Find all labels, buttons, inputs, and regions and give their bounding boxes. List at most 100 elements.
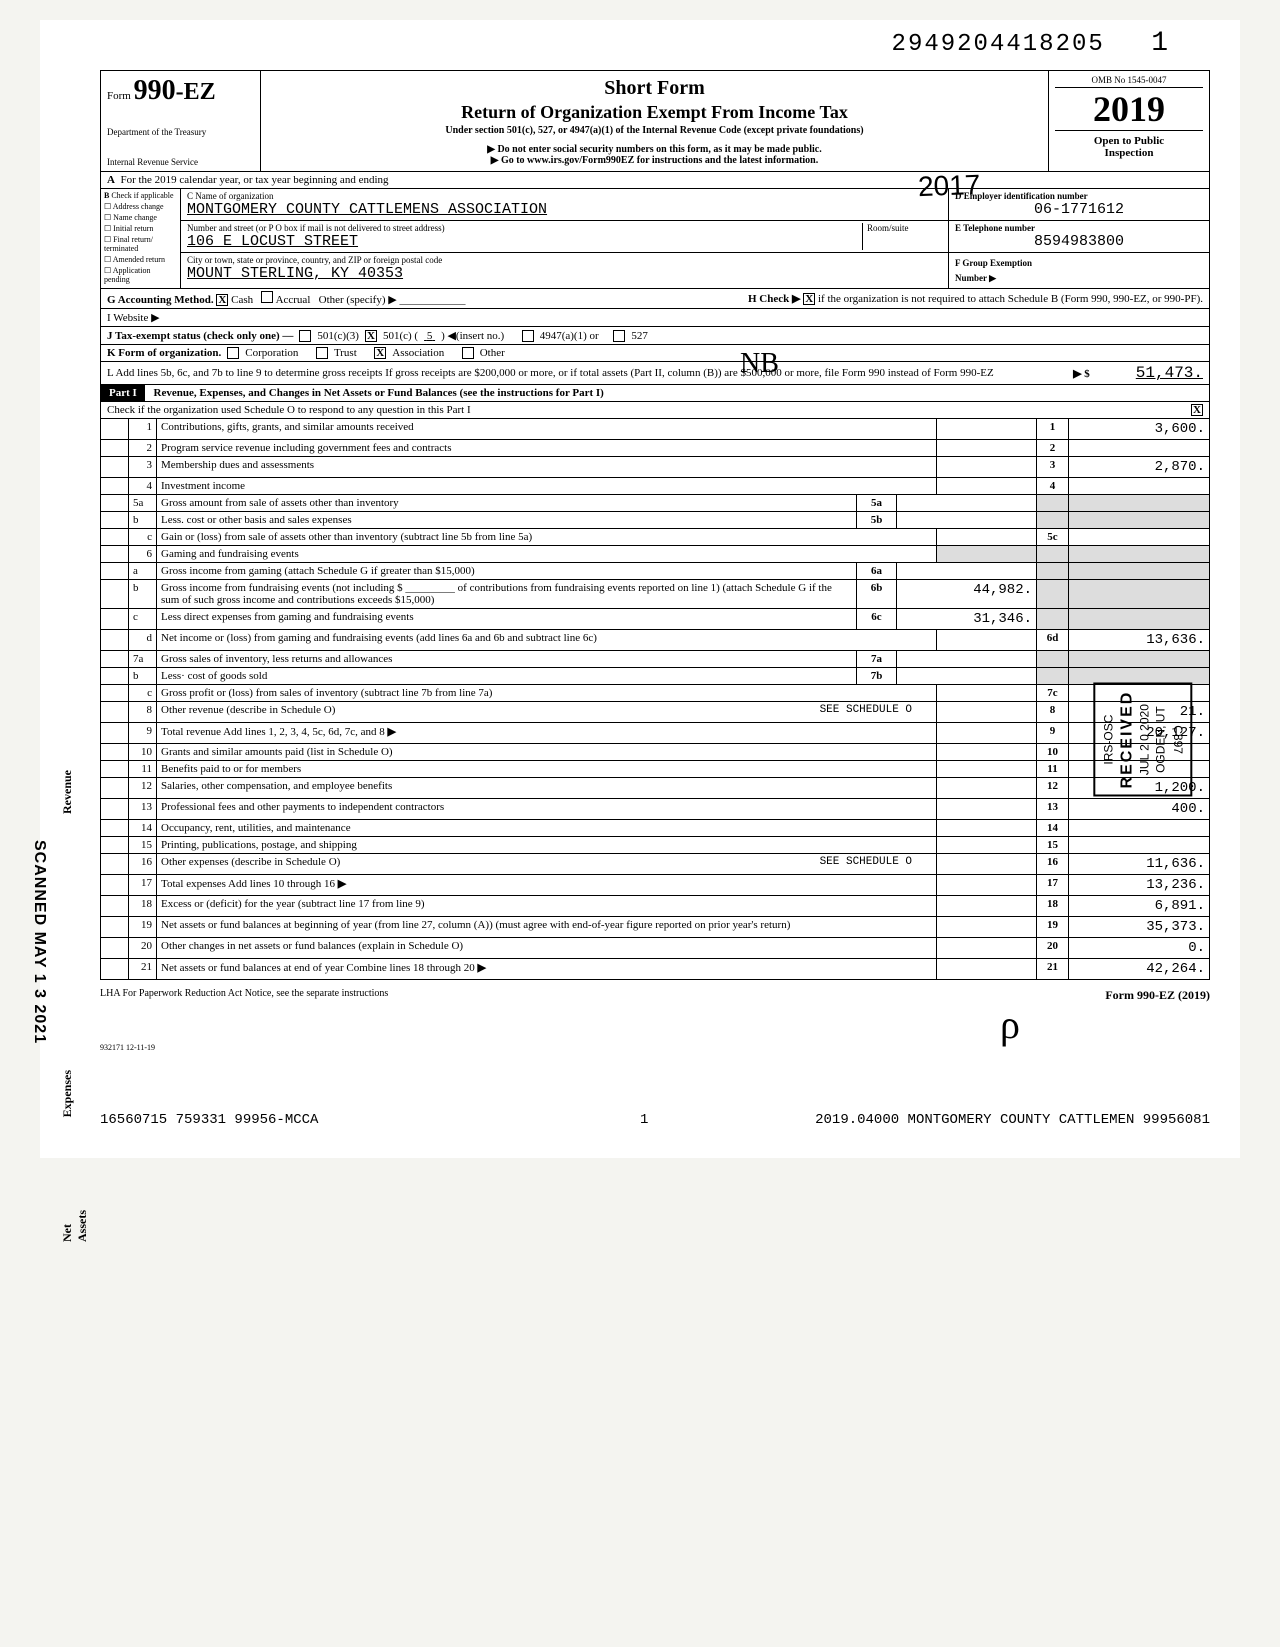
dln-number: 2949204418205 xyxy=(892,31,1105,58)
line-19: 19 Net assets or fund balances at beginn… xyxy=(100,917,1210,938)
line-6c: c Less direct expenses from gaming and f… xyxy=(100,609,1210,630)
line-12: 12 Salaries, other compensation, and emp… xyxy=(100,778,1210,799)
line-2: 2 Program service revenue including gove… xyxy=(100,440,1210,457)
line-13: 13 Professional fees and other payments … xyxy=(100,799,1210,820)
footer: LHA For Paperwork Reduction Act Notice, … xyxy=(100,988,1210,1003)
phone: 8594983800 xyxy=(955,233,1203,250)
name-column: C Name of organization MONTGOMERY COUNTY… xyxy=(181,189,949,288)
line-6d: d Net income or (loss) from gaming and f… xyxy=(100,630,1210,651)
expenses-label: Expenses xyxy=(60,1070,75,1117)
bottom-right: 2019.04000 MONTGOMERY COUNTY CATTLEMEN 9… xyxy=(815,1112,1210,1128)
city: MOUNT STERLING, KY 40353 xyxy=(187,265,942,282)
line-6: 6Gaming and fundraising events xyxy=(100,546,1210,563)
c-label: C Name of organization xyxy=(187,191,942,201)
cb-name: ☐ Name change xyxy=(104,213,177,222)
h-checkbox: X xyxy=(803,293,815,305)
line-9: 9 Total revenue Add lines 1, 2, 3, 4, 5c… xyxy=(100,723,1210,744)
line-7a: 7a Gross sales of inventory, less return… xyxy=(100,651,1210,668)
schedule-o-checkbox: X xyxy=(1191,404,1203,416)
line-17: 17 Total expenses Add lines 10 through 1… xyxy=(100,875,1210,896)
line-21: 21 Net assets or fund balances at end of… xyxy=(100,959,1210,980)
line-g-h: G Accounting Method. X Cash Accrual Othe… xyxy=(100,289,1210,309)
f-label2: Number ▶ xyxy=(955,273,996,283)
line-10: 10 Grants and similar amounts paid (list… xyxy=(100,744,1210,761)
org-block: B Check if applicable ☐ Address change ☐… xyxy=(100,189,1210,289)
line-7b: b Less· cost of goods sold 7b xyxy=(100,668,1210,685)
initials: NB xyxy=(740,348,779,380)
dln-suffix: 1 xyxy=(1151,28,1170,59)
form-subtitle: Under section 501(c), 527, or 4947(a)(1)… xyxy=(267,125,1042,136)
line-5b: b Less. cost or other basis and sales ex… xyxy=(100,512,1210,529)
dept-irs: Internal Revenue Service xyxy=(107,157,254,167)
tax-year: 2019 xyxy=(1055,88,1203,130)
line-a: A For the 2019 calendar year, or tax yea… xyxy=(100,172,1210,189)
line-8: 8 Other revenue (describe in Schedule O)… xyxy=(100,702,1210,723)
form-990: 990 xyxy=(134,75,176,106)
part-1-check: Check if the organization used Schedule … xyxy=(100,402,1210,419)
line-11: 11 Benefits paid to or for members 11 xyxy=(100,761,1210,778)
street: 106 E LOCUST STREET xyxy=(187,233,862,250)
line-7c: c Gross profit or (loss) from sales of i… xyxy=(100,685,1210,702)
bottom-left: 16560715 759331 99956-MCCA xyxy=(100,1112,318,1128)
form-header: Form 990-EZ Department of the Treasury I… xyxy=(100,70,1210,172)
line-15: 15 Printing, publications, postage, and … xyxy=(100,837,1210,854)
form-number-cell: Form 990-EZ Department of the Treasury I… xyxy=(101,71,261,171)
netassets-label: Net Assets xyxy=(60,1210,90,1242)
form-year-cell: OMB No 1545-0047 2019 Open to Public Ins… xyxy=(1049,71,1209,171)
line-k: K Form of organization. Corporation Trus… xyxy=(100,345,1210,362)
dln: 2949204418205 1 xyxy=(892,28,1170,59)
form-prefix: Form xyxy=(107,90,131,102)
e-label: E Telephone number xyxy=(955,223,1203,233)
line-20: 20 Other changes in net assets or fund b… xyxy=(100,938,1210,959)
year-stamp: 2017 xyxy=(917,169,980,203)
line-5c: c Gain or (loss) from sale of assets oth… xyxy=(100,529,1210,546)
warn: ▶ Do not enter social security numbers o… xyxy=(267,144,1042,155)
line-14: 14 Occupancy, rent, utilities, and maint… xyxy=(100,820,1210,837)
cb-pending: ☐ Application pending xyxy=(104,266,177,284)
line-j: J Tax-exempt status (check only one) — 5… xyxy=(100,327,1210,345)
line-16: 16 Other expenses (describe in Schedule … xyxy=(100,854,1210,875)
page-no: 1 xyxy=(640,1112,648,1128)
part-1-header: Part I Revenue, Expenses, and Changes in… xyxy=(100,385,1210,402)
short-form: Short Form xyxy=(267,77,1042,100)
dept-treasury: Department of the Treasury xyxy=(107,127,254,137)
line-6a: a Gross income from gaming (attach Sched… xyxy=(100,563,1210,580)
line-l: L Add lines 5b, 6c, and 7b to line 9 to … xyxy=(100,362,1210,385)
cash-checkbox: X xyxy=(216,294,228,306)
addr-label: Number and street (or P O box if mail is… xyxy=(187,223,862,233)
lha: LHA For Paperwork Reduction Act Notice, … xyxy=(100,988,388,1003)
line-5a: 5a Gross amount from sale of assets othe… xyxy=(100,495,1210,512)
line-6b: bGross income from fundraising events (n… xyxy=(100,580,1210,609)
footer-form: Form 990-EZ (2019) xyxy=(1105,988,1210,1003)
rev-code: 932171 12-11-19 xyxy=(100,1043,1210,1052)
signature: ρ xyxy=(1000,1001,1020,1048)
right-column: D Employer identification number 06-1771… xyxy=(949,189,1209,288)
form-ez: -EZ xyxy=(176,79,216,105)
form-title: Return of Organization Exempt From Incom… xyxy=(267,102,1042,123)
line-18: 18 Excess or (deficit) for the year (sub… xyxy=(100,896,1210,917)
line-4: 4 Investment income 4 xyxy=(100,478,1210,495)
line-3: 3 Membership dues and assessments 3 2,87… xyxy=(100,457,1210,478)
goto: ▶ Go to www.irs.gov/Form990EZ for instru… xyxy=(267,155,1042,166)
line-i: I Website ▶ xyxy=(100,309,1210,327)
cb-amended: ☐ Amended return xyxy=(104,255,177,264)
f-label: F Group Exemption xyxy=(955,258,1032,268)
form-page: 2949204418205 1 Form 990-EZ Department o… xyxy=(40,20,1240,1158)
omb: OMB No 1545-0047 xyxy=(1055,75,1203,88)
form-title-cell: Short Form Return of Organization Exempt… xyxy=(261,71,1049,171)
bottom-line: 16560715 759331 99956-MCCA 1 2019.04000 … xyxy=(100,1112,1210,1128)
d-label: D Employer identification number xyxy=(955,191,1203,201)
cb-final: ☐ Final return/ terminated xyxy=(104,235,177,253)
gross-receipts: 51,473. xyxy=(1136,364,1203,382)
scanned-stamp: SCANNED MAY 1 3 2021 xyxy=(30,840,48,1044)
open-public: Open to Public Inspection xyxy=(1055,130,1203,159)
cb-initial: ☐ Initial return xyxy=(104,224,177,233)
city-label: City or town, state or province, country… xyxy=(187,255,942,265)
room-label: Room/suite xyxy=(867,223,942,233)
received-stamp: IRS-OSC RECEIVED JUL 2 0 2020 OGDEN, UT … xyxy=(1094,683,1193,797)
check-column: B Check if applicable ☐ Address change ☐… xyxy=(101,189,181,288)
org-name: MONTGOMERY COUNTY CATTLEMENS ASSOCIATION xyxy=(187,201,942,218)
line-1: 1 Contributions, gifts, grants, and simi… xyxy=(100,419,1210,440)
ein: 06-1771612 xyxy=(955,201,1203,218)
cb-address: ☐ Address change xyxy=(104,202,177,211)
